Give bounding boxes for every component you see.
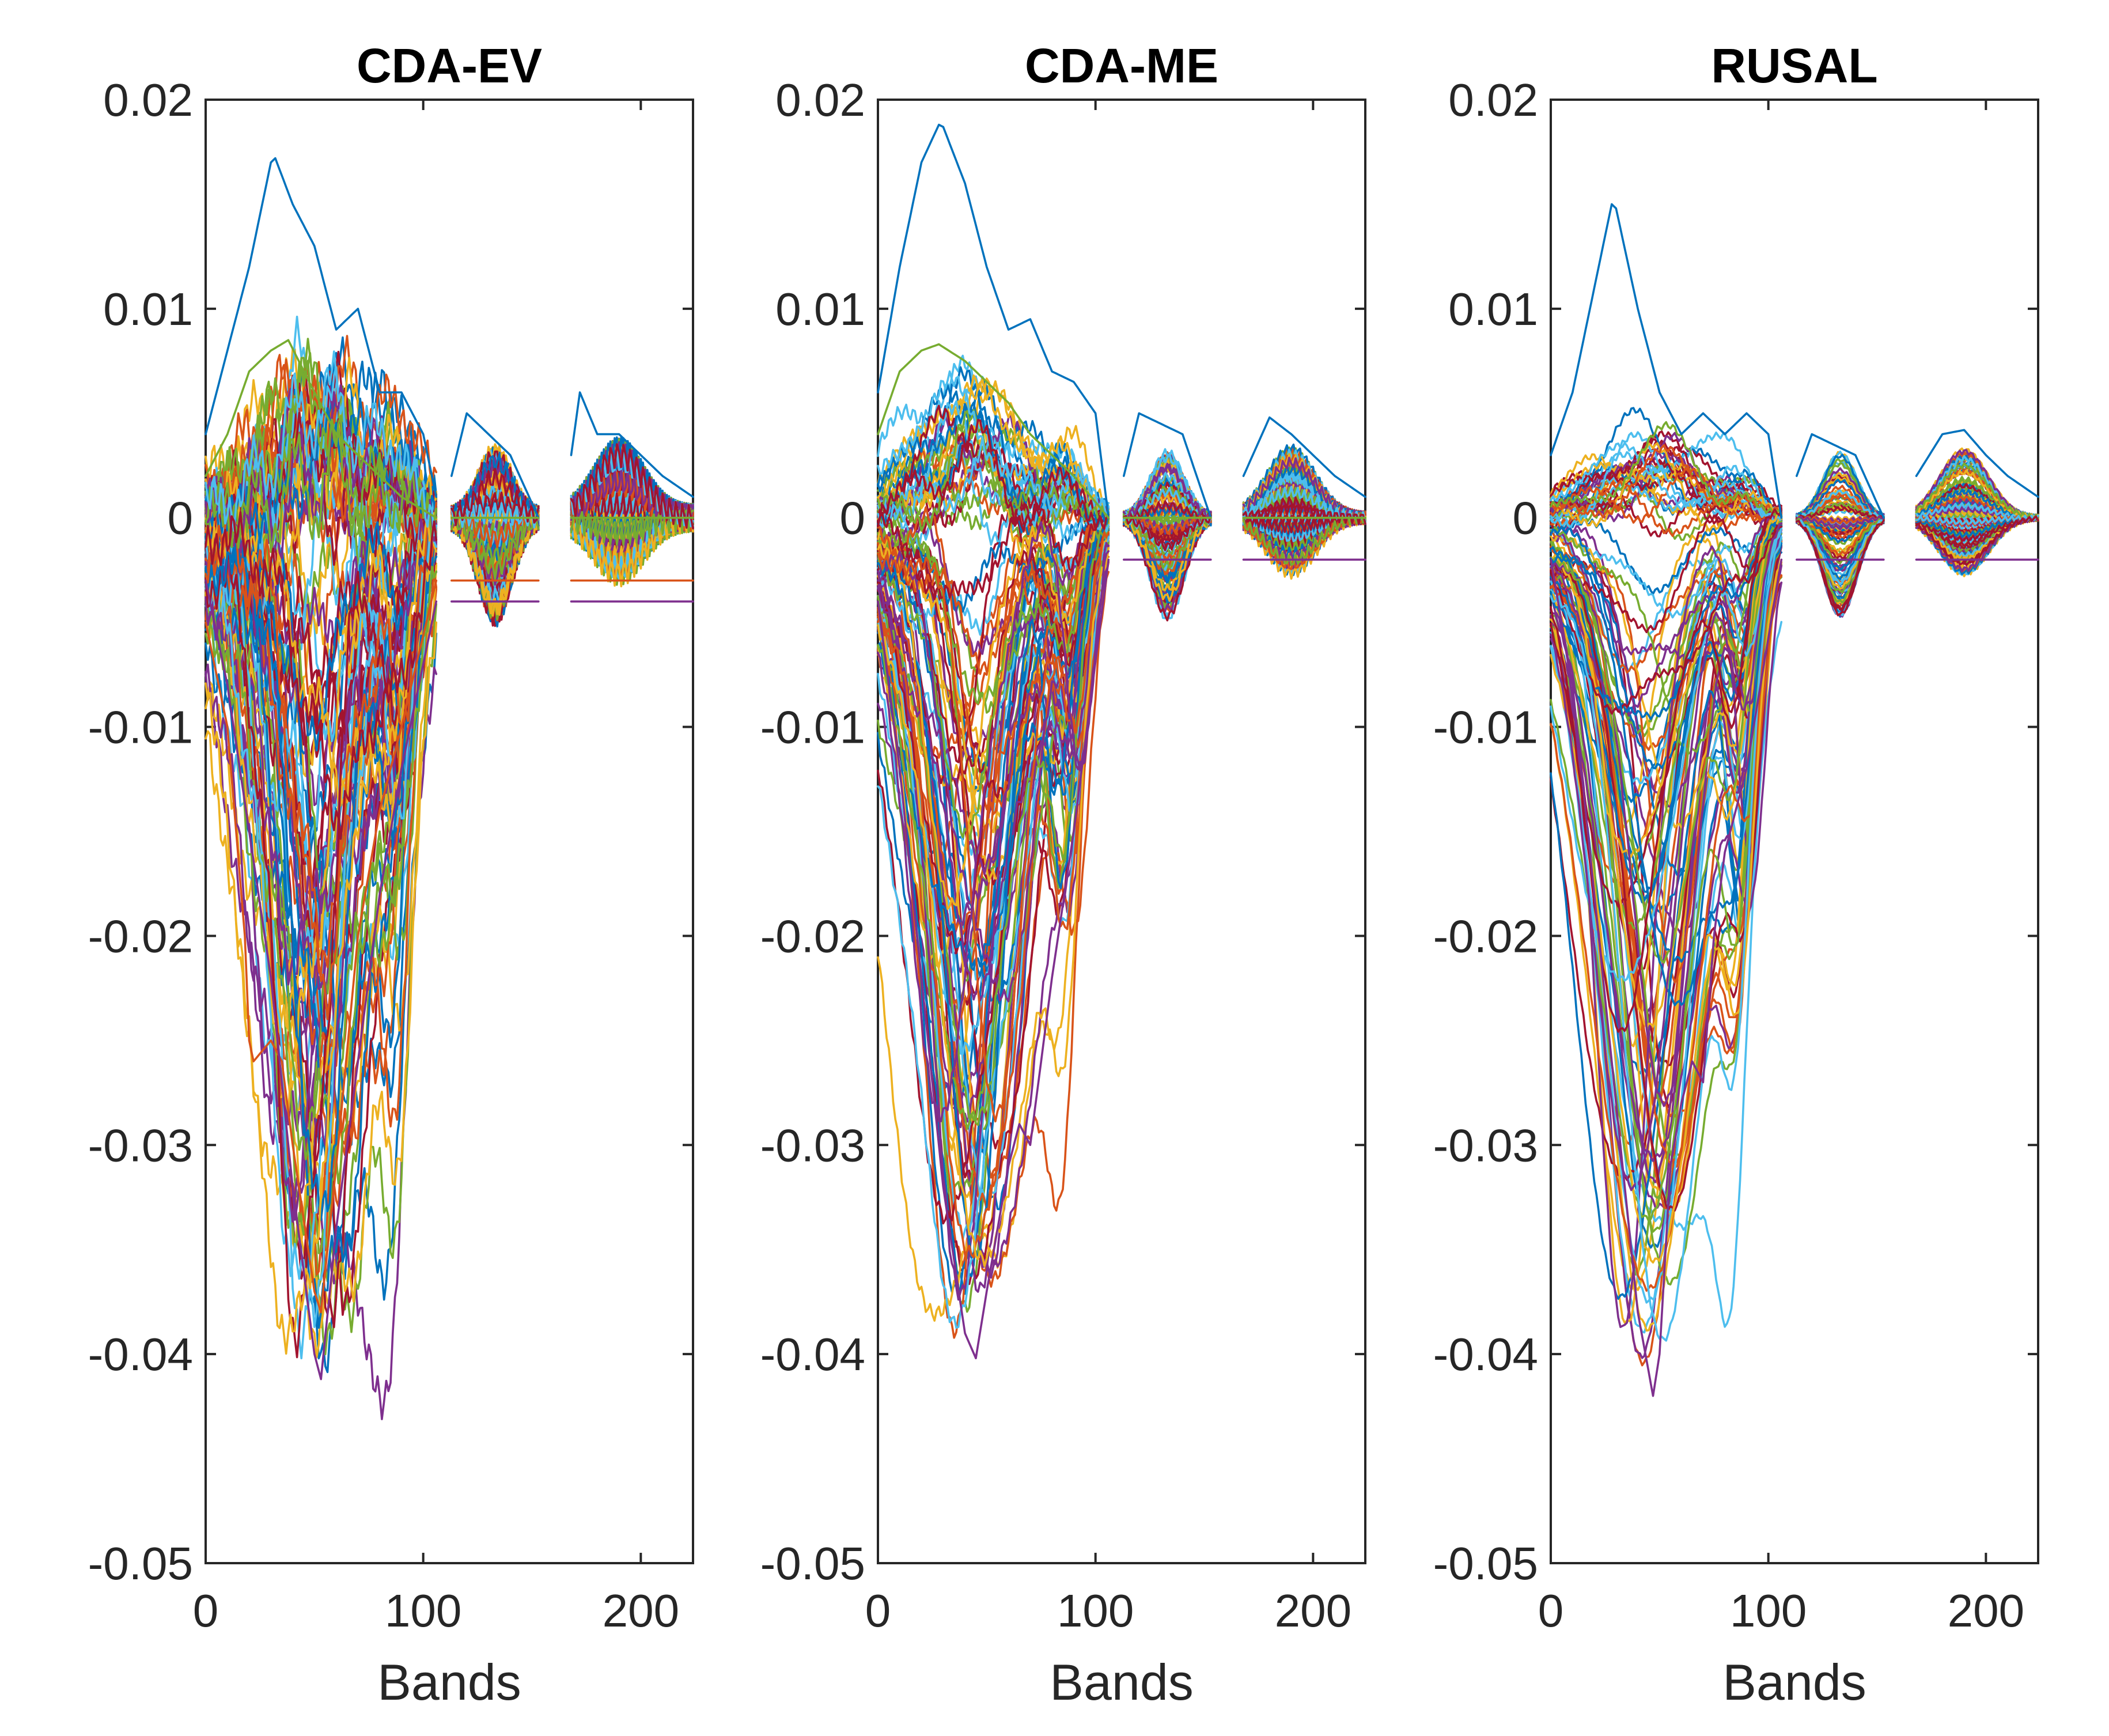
panel-title: CDA-EV bbox=[357, 39, 542, 93]
series-group bbox=[1550, 203, 2039, 1397]
series-line-highest bbox=[1550, 203, 2039, 519]
ticks: 0.020.010-0.01-0.02-0.03-0.04-0.050 100 20… bbox=[1433, 74, 2038, 1636]
series-line-second-highest bbox=[877, 343, 1366, 519]
y-tick-label: -0.04 bbox=[1433, 1329, 1538, 1380]
y-tick-label: -0.02 bbox=[1433, 910, 1538, 962]
y-tick-label: -0.02 bbox=[88, 910, 193, 962]
x-tick-label: 200 bbox=[603, 1585, 679, 1636]
panel-title: CDA-ME bbox=[1025, 39, 1218, 93]
x-axis-label: Bands bbox=[377, 1654, 521, 1711]
y-tick-label: -0.04 bbox=[88, 1329, 193, 1380]
y-tick-label: -0.01 bbox=[88, 702, 193, 753]
series-line-second-highest bbox=[205, 339, 694, 519]
series-line-highest bbox=[205, 157, 694, 519]
x-tick-label: 0 bbox=[193, 1585, 219, 1636]
series-line bbox=[1550, 515, 2039, 1342]
y-tick-label: 0 bbox=[840, 493, 866, 544]
x-tick-label: 100 bbox=[385, 1585, 461, 1636]
panel-rusal: 0.020.010-0.01-0.02-0.03-0.04-0.050 100 20… bbox=[1433, 39, 2039, 1711]
y-tick-label: -0.05 bbox=[88, 1538, 193, 1589]
y-tick-label: 0 bbox=[168, 493, 194, 544]
x-tick-label: 100 bbox=[1730, 1585, 1807, 1636]
series-line bbox=[877, 419, 1366, 551]
y-tick-label: 0.01 bbox=[775, 283, 865, 335]
axes-box bbox=[1550, 99, 2039, 1564]
x-tick-label: 200 bbox=[1948, 1585, 2024, 1636]
ticks: 0.020.010-0.01-0.02-0.03-0.04-0.050 100 20… bbox=[760, 74, 1365, 1636]
y-tick-label: 0.02 bbox=[1448, 74, 1538, 126]
series-line bbox=[1550, 421, 2039, 565]
series-line-step-low bbox=[205, 579, 694, 1314]
series-group bbox=[877, 123, 1366, 1360]
y-tick-label: -0.01 bbox=[760, 702, 865, 753]
x-axis-label: Bands bbox=[1722, 1654, 1866, 1711]
y-tick-label: -0.05 bbox=[760, 1538, 865, 1589]
y-tick-label: -0.04 bbox=[760, 1329, 865, 1380]
y-tick-label: 0 bbox=[1513, 493, 1539, 544]
y-tick-label: -0.02 bbox=[760, 910, 865, 962]
y-tick-label: 0.02 bbox=[103, 74, 193, 126]
series-group bbox=[205, 157, 694, 1420]
x-tick-label: 0 bbox=[865, 1585, 891, 1636]
y-tick-label: -0.03 bbox=[1433, 1119, 1538, 1171]
x-tick-label: 200 bbox=[1275, 1585, 1351, 1636]
series-line bbox=[205, 443, 694, 840]
x-tick-label: 0 bbox=[1538, 1585, 1564, 1636]
ticks: 0.020.010-0.01-0.02-0.03-0.04-0.050 100 20… bbox=[88, 74, 693, 1636]
x-tick-label: 100 bbox=[1057, 1585, 1134, 1636]
y-tick-label: -0.01 bbox=[1433, 702, 1538, 753]
series-line-deepest bbox=[877, 558, 1366, 1360]
y-tick-label: -0.03 bbox=[88, 1119, 193, 1171]
y-tick-label: 0.02 bbox=[775, 74, 865, 126]
y-tick-label: -0.03 bbox=[760, 1119, 865, 1171]
axes-box bbox=[205, 99, 694, 1564]
panel-cda-me: 0.020.010-0.01-0.02-0.03-0.04-0.050 100 20… bbox=[760, 39, 1366, 1711]
series-line-deepest bbox=[1550, 558, 2039, 1397]
panel-title: RUSAL bbox=[1711, 39, 1877, 93]
series-line bbox=[1550, 508, 2039, 1033]
y-tick-label: 0.01 bbox=[1448, 283, 1538, 335]
y-tick-label: 0.01 bbox=[103, 283, 193, 335]
series-line-deepest bbox=[205, 579, 694, 1381]
panel-cda-ev: 0.020.010-0.01-0.02-0.03-0.04-0.050 100 20… bbox=[88, 39, 694, 1711]
y-tick-label: -0.05 bbox=[1433, 1538, 1538, 1589]
series-line bbox=[205, 418, 694, 580]
x-axis-label: Bands bbox=[1050, 1654, 1194, 1711]
series-line-highest bbox=[877, 123, 1366, 519]
axes-box bbox=[877, 99, 1366, 1564]
